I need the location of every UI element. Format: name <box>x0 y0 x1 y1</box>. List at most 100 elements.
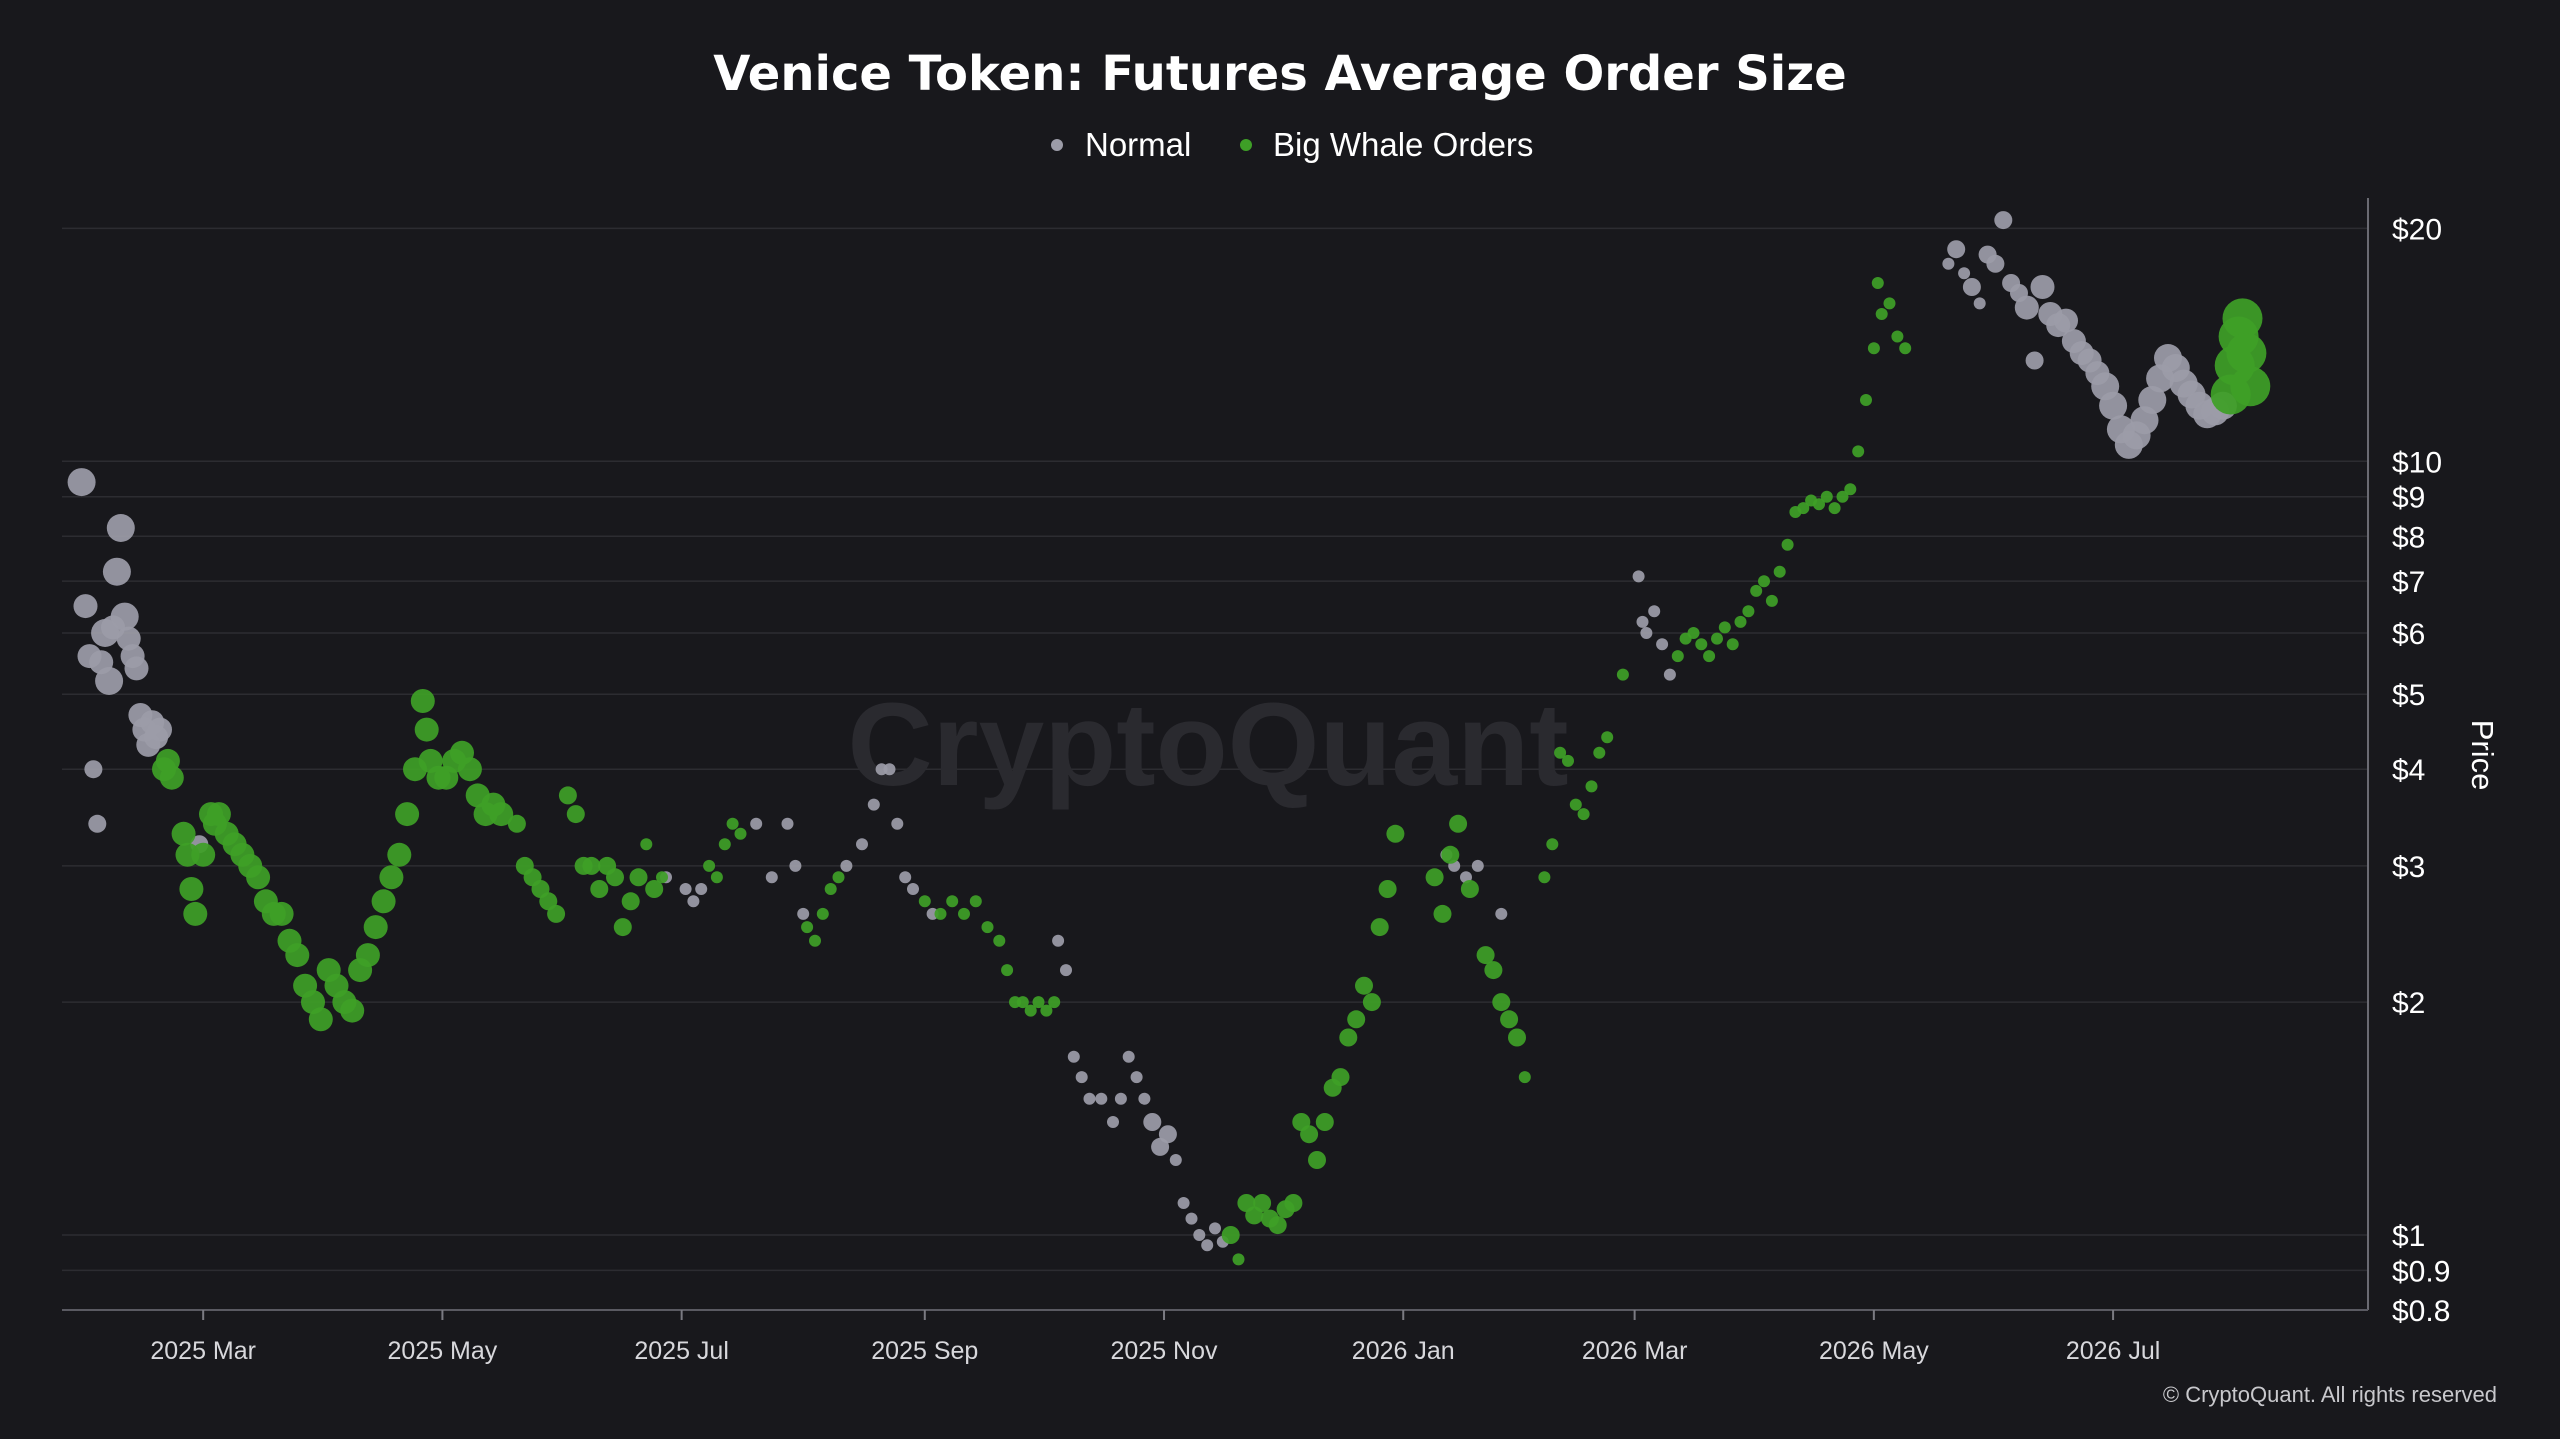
data-point[interactable] <box>781 817 794 830</box>
data-point[interactable] <box>159 765 184 790</box>
data-point[interactable] <box>1813 498 1825 511</box>
data-point[interactable] <box>246 865 271 890</box>
data-point[interactable] <box>1185 1212 1198 1225</box>
data-point[interactable] <box>1601 731 1614 744</box>
data-point[interactable] <box>1095 1092 1108 1105</box>
data-point[interactable] <box>934 907 947 920</box>
data-point[interactable] <box>1331 1068 1350 1087</box>
data-point[interactable] <box>1433 904 1452 923</box>
data-point[interactable] <box>1773 565 1786 578</box>
data-point[interactable] <box>656 871 668 884</box>
data-point[interactable] <box>824 883 837 895</box>
data-point[interactable] <box>1648 605 1661 618</box>
data-point[interactable] <box>1284 1194 1303 1212</box>
data-point[interactable] <box>1067 1050 1080 1063</box>
data-point[interactable] <box>206 802 231 827</box>
data-point[interactable] <box>1268 1216 1287 1235</box>
data-point[interactable] <box>2054 308 2078 333</box>
data-point[interactable] <box>1703 650 1716 663</box>
data-point[interactable] <box>2099 391 2128 420</box>
data-point[interactable] <box>1750 584 1763 597</box>
data-point[interactable] <box>1122 1050 1135 1063</box>
data-point[interactable] <box>355 943 380 968</box>
data-point[interactable] <box>547 904 566 923</box>
data-point[interactable] <box>2025 351 2044 370</box>
data-point[interactable] <box>703 859 716 872</box>
data-point[interactable] <box>993 934 1006 947</box>
data-point[interactable] <box>1891 330 1904 343</box>
data-point[interactable] <box>1441 845 1460 864</box>
data-point[interactable] <box>110 602 139 631</box>
data-point[interactable] <box>171 821 196 846</box>
data-point[interactable] <box>946 895 959 908</box>
data-point[interactable] <box>1001 964 1014 977</box>
data-point[interactable] <box>606 868 624 887</box>
data-point[interactable] <box>1836 490 1849 503</box>
legend-item-normal[interactable]: Normal <box>1051 126 1191 163</box>
data-point[interactable] <box>1585 780 1598 793</box>
data-point[interactable] <box>1636 615 1649 628</box>
data-point[interactable] <box>765 871 778 884</box>
data-point[interactable] <box>918 895 931 908</box>
data-point[interactable] <box>710 871 723 884</box>
data-point[interactable] <box>124 656 149 681</box>
data-point[interactable] <box>1052 934 1065 947</box>
data-point[interactable] <box>1577 808 1590 821</box>
data-point[interactable] <box>1554 746 1567 759</box>
data-point[interactable] <box>1593 746 1606 759</box>
data-point[interactable] <box>1048 996 1061 1009</box>
data-point[interactable] <box>1484 961 1503 980</box>
data-point[interactable] <box>1075 1071 1088 1084</box>
data-point[interactable] <box>2138 386 2167 414</box>
data-point[interactable] <box>183 901 208 926</box>
data-point[interactable] <box>387 842 412 867</box>
data-point[interactable] <box>1193 1229 1206 1241</box>
data-point[interactable] <box>1942 257 1955 270</box>
data-point[interactable] <box>95 667 124 695</box>
data-point[interactable] <box>958 907 970 920</box>
data-point[interactable] <box>1828 502 1841 515</box>
data-point[interactable] <box>640 838 653 851</box>
data-point[interactable] <box>1765 594 1778 607</box>
data-point[interactable] <box>1758 575 1770 588</box>
data-point[interactable] <box>1844 483 1857 496</box>
data-point[interactable] <box>1871 277 1884 289</box>
data-point[interactable] <box>613 918 632 937</box>
data-point[interactable] <box>1386 824 1405 843</box>
data-point[interactable] <box>1958 267 1971 280</box>
data-point[interactable] <box>679 883 692 895</box>
data-point[interactable] <box>191 842 216 867</box>
data-point[interactable] <box>734 827 747 840</box>
data-point[interactable] <box>1742 605 1755 618</box>
data-point[interactable] <box>1781 538 1794 551</box>
data-point[interactable] <box>1973 297 1986 310</box>
data-point[interactable] <box>1425 868 1444 887</box>
data-point[interactable] <box>269 901 294 926</box>
data-point[interactable] <box>1632 570 1645 583</box>
data-point[interactable] <box>1947 240 1966 259</box>
data-point[interactable] <box>363 915 388 940</box>
data-point[interactable] <box>1378 880 1397 898</box>
data-point[interactable] <box>1060 964 1072 977</box>
data-point[interactable] <box>1209 1222 1221 1235</box>
data-point[interactable] <box>1986 254 2005 273</box>
data-point[interactable] <box>1177 1197 1190 1209</box>
data-point[interactable] <box>1695 638 1708 651</box>
data-point[interactable] <box>832 871 845 884</box>
data-point[interactable] <box>1370 918 1389 937</box>
data-point[interactable] <box>1883 297 1896 310</box>
data-point[interactable] <box>1143 1113 1162 1131</box>
data-point[interactable] <box>1347 1010 1366 1029</box>
data-point[interactable] <box>285 943 310 968</box>
data-point[interactable] <box>891 817 904 830</box>
data-point[interactable] <box>106 514 135 542</box>
data-point[interactable] <box>1875 308 1888 320</box>
data-point[interactable] <box>1016 996 1029 1009</box>
data-point[interactable] <box>1797 502 1810 515</box>
data-point[interactable] <box>718 838 731 851</box>
data-point[interactable] <box>2230 366 2271 407</box>
data-point[interactable] <box>308 1007 333 1032</box>
data-point[interactable] <box>1508 1028 1526 1047</box>
data-point[interactable] <box>1640 627 1653 639</box>
data-point[interactable] <box>645 880 664 898</box>
